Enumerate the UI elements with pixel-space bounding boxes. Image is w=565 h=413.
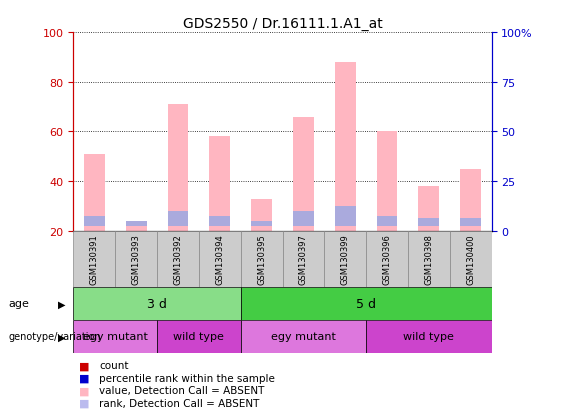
Text: wild type: wild type <box>173 332 224 342</box>
Bar <box>84 154 105 231</box>
Text: ■: ■ <box>79 398 90 408</box>
Bar <box>167 211 189 226</box>
Text: GSM130400: GSM130400 <box>466 234 475 285</box>
Text: GSM130394: GSM130394 <box>215 234 224 285</box>
Bar <box>324 231 366 287</box>
Bar <box>125 221 147 226</box>
Bar <box>377 216 398 226</box>
Text: value, Detection Call = ABSENT: value, Detection Call = ABSENT <box>99 385 264 395</box>
Bar <box>366 320 492 353</box>
Bar <box>157 231 199 287</box>
Bar <box>251 221 272 226</box>
Bar <box>157 320 241 353</box>
Bar <box>334 63 356 231</box>
Bar <box>241 320 366 353</box>
Text: genotype/variation: genotype/variation <box>8 332 101 342</box>
Text: 3 d: 3 d <box>147 297 167 310</box>
Bar <box>84 216 105 226</box>
Bar <box>282 231 324 287</box>
Bar <box>125 221 147 231</box>
Text: GSM130397: GSM130397 <box>299 234 308 285</box>
Bar <box>73 231 115 287</box>
Bar <box>167 105 189 231</box>
Bar <box>293 117 314 231</box>
Text: GSM130392: GSM130392 <box>173 234 182 285</box>
Bar <box>293 211 314 226</box>
Text: egy mutant: egy mutant <box>271 332 336 342</box>
Text: GSM130391: GSM130391 <box>90 234 99 285</box>
Text: count: count <box>99 361 128 370</box>
Bar <box>115 231 157 287</box>
Text: ▶: ▶ <box>58 299 65 309</box>
Bar <box>334 206 356 226</box>
Bar <box>73 287 241 320</box>
Text: percentile rank within the sample: percentile rank within the sample <box>99 373 275 383</box>
Bar <box>199 231 241 287</box>
Text: rank, Detection Call = ABSENT: rank, Detection Call = ABSENT <box>99 398 259 408</box>
Bar <box>209 216 231 226</box>
Text: 5 d: 5 d <box>356 297 376 310</box>
Text: ■: ■ <box>79 385 90 395</box>
Bar <box>241 287 492 320</box>
Title: GDS2550 / Dr.16111.1.A1_at: GDS2550 / Dr.16111.1.A1_at <box>182 17 383 31</box>
Bar <box>418 187 440 231</box>
Bar <box>209 137 231 231</box>
Bar <box>418 219 440 226</box>
Bar <box>241 231 282 287</box>
Text: GSM130399: GSM130399 <box>341 234 350 285</box>
Text: ▶: ▶ <box>58 332 65 342</box>
Bar <box>460 219 481 226</box>
Text: GSM130398: GSM130398 <box>424 234 433 285</box>
Text: wild type: wild type <box>403 332 454 342</box>
Text: egy mutant: egy mutant <box>83 332 147 342</box>
Bar <box>408 231 450 287</box>
Bar <box>450 231 492 287</box>
Text: GSM130396: GSM130396 <box>383 234 392 285</box>
Text: ■: ■ <box>79 361 90 370</box>
Bar <box>377 132 398 231</box>
Bar <box>251 199 272 231</box>
Bar <box>460 169 481 231</box>
Text: age: age <box>8 299 29 309</box>
Bar <box>73 320 157 353</box>
Bar <box>366 231 408 287</box>
Text: GSM130395: GSM130395 <box>257 234 266 285</box>
Text: GSM130393: GSM130393 <box>132 234 141 285</box>
Text: ■: ■ <box>79 373 90 383</box>
